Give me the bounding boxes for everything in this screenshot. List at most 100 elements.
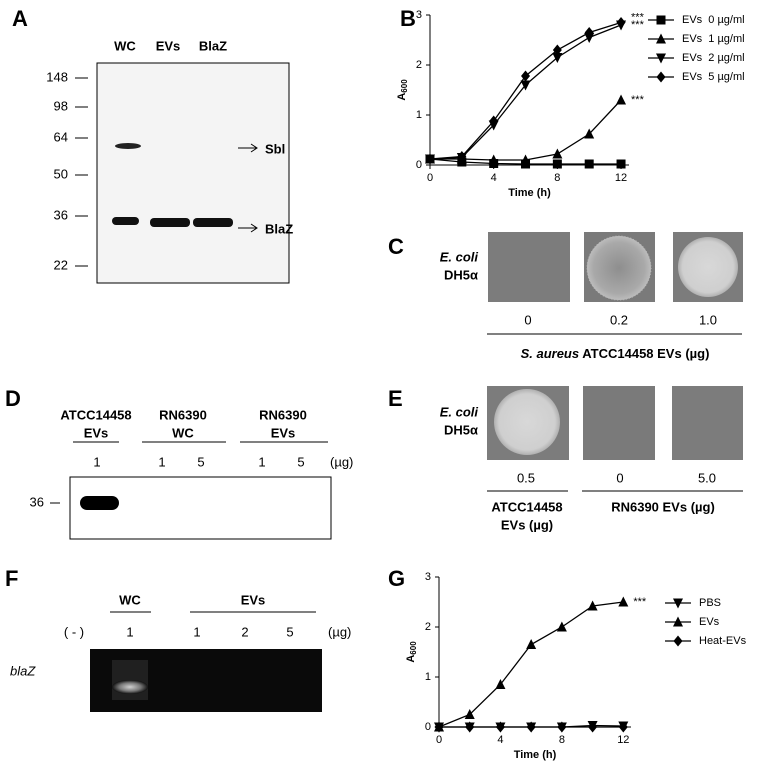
group-label: WC bbox=[119, 592, 141, 607]
y-axis-label-main: A bbox=[396, 93, 408, 101]
y-tick-label: 3 bbox=[416, 9, 422, 21]
x-tick-label: 8 bbox=[554, 172, 560, 184]
significance: *** bbox=[631, 11, 645, 23]
mw-label: 22 bbox=[54, 257, 68, 272]
group-label: EVs bbox=[241, 592, 266, 607]
marker bbox=[521, 70, 531, 82]
dose-label: 0 bbox=[616, 470, 623, 485]
panel-letter: A bbox=[12, 6, 28, 31]
unit-label: (µg) bbox=[328, 624, 351, 639]
marker bbox=[526, 639, 537, 649]
marker bbox=[465, 721, 475, 733]
blot bbox=[96, 62, 290, 284]
y-tick-label: 2 bbox=[416, 59, 422, 71]
caption: S. aureus ATCC14458 EVs (µg) bbox=[521, 346, 710, 361]
marker bbox=[556, 621, 567, 632]
spot bbox=[678, 237, 738, 297]
legend-label: EVs 5 µg/ml bbox=[682, 71, 745, 83]
y-axis-label-main: A bbox=[405, 655, 417, 663]
y-tick-label: 0 bbox=[416, 159, 422, 171]
strain-label: E. coli bbox=[440, 404, 479, 419]
marker bbox=[520, 80, 531, 91]
dose-label: 5.0 bbox=[698, 470, 716, 485]
marker bbox=[488, 154, 499, 165]
dose-label: 0.2 bbox=[610, 312, 628, 327]
marker bbox=[618, 596, 629, 607]
marker bbox=[616, 17, 626, 28]
significance: *** bbox=[631, 19, 645, 31]
legend-marker bbox=[673, 635, 683, 647]
dose-label: 1.0 bbox=[699, 312, 717, 327]
legend-marker bbox=[673, 598, 683, 609]
gene-label: blaZ bbox=[10, 663, 36, 678]
marker bbox=[552, 53, 563, 63]
caption: ATCC14458 bbox=[491, 499, 562, 514]
legend-label: EVs 2 µg/ml bbox=[682, 52, 745, 64]
legend-label: Heat-EVs bbox=[699, 635, 747, 647]
marker bbox=[425, 153, 435, 165]
panel-letter: C bbox=[388, 234, 404, 259]
band bbox=[80, 496, 119, 510]
marker bbox=[520, 154, 531, 165]
y-axis-label-sub: 600 bbox=[400, 79, 409, 93]
y-axis-label-sub: 600 bbox=[409, 641, 418, 655]
dose-label: 0 bbox=[524, 312, 531, 327]
x-axis-label: Time (h) bbox=[514, 749, 557, 761]
lane-label: 2 bbox=[241, 624, 248, 639]
series-line bbox=[430, 99, 622, 161]
x-tick-label: 12 bbox=[615, 172, 627, 184]
mw-label: 36 bbox=[54, 207, 68, 222]
caption-rest: ATCC14458 EVs (µg) bbox=[579, 346, 709, 361]
panel-letter: G bbox=[388, 566, 405, 591]
marker bbox=[557, 721, 567, 733]
legend-marker bbox=[673, 616, 683, 627]
plate bbox=[583, 386, 655, 460]
y-tick-label: 1 bbox=[425, 671, 431, 683]
band bbox=[112, 217, 139, 225]
marker bbox=[464, 709, 475, 719]
dose-label: 1 bbox=[93, 454, 100, 469]
group-label: WC bbox=[172, 425, 194, 440]
x-axis-label: Time (h) bbox=[508, 187, 551, 199]
x-tick-label: 12 bbox=[617, 734, 629, 746]
legend-marker bbox=[656, 71, 666, 83]
marker bbox=[584, 128, 595, 139]
y-tick-label: 2 bbox=[425, 621, 431, 633]
panel-letter: F bbox=[5, 566, 18, 591]
x-tick-label: 0 bbox=[427, 172, 433, 184]
y-tick-label: 0 bbox=[425, 721, 431, 733]
mw-label: 64 bbox=[54, 129, 68, 144]
caption: RN6390 EVs (µg) bbox=[611, 499, 715, 514]
panel-letter: B bbox=[400, 6, 416, 31]
legend-label: EVs bbox=[699, 616, 720, 628]
arrow bbox=[238, 143, 258, 233]
axis bbox=[429, 15, 629, 166]
marker bbox=[495, 679, 506, 689]
legend-marker bbox=[656, 53, 666, 64]
lane-label: EVs bbox=[156, 38, 181, 53]
spot bbox=[586, 235, 652, 301]
band bbox=[115, 143, 141, 149]
axis bbox=[438, 577, 631, 728]
marker bbox=[495, 721, 505, 733]
marker bbox=[489, 115, 499, 127]
mw-label: 98 bbox=[54, 98, 68, 113]
legend-marker bbox=[656, 33, 666, 44]
lane-label: WC bbox=[114, 38, 136, 53]
marker bbox=[618, 721, 628, 733]
dose-label: 5 bbox=[297, 454, 304, 469]
strain-label: E. coli bbox=[440, 249, 479, 264]
x-tick-label: 0 bbox=[436, 734, 442, 746]
significance: *** bbox=[633, 596, 647, 608]
mw-label: 50 bbox=[54, 166, 68, 181]
plate bbox=[672, 386, 743, 460]
band bbox=[150, 218, 190, 227]
dose-label: 1 bbox=[158, 454, 165, 469]
marker bbox=[552, 148, 563, 159]
lane-label: ( - ) bbox=[64, 624, 84, 639]
legend-marker bbox=[656, 15, 666, 25]
band bbox=[112, 680, 148, 694]
band-label: Sbl bbox=[265, 141, 285, 156]
